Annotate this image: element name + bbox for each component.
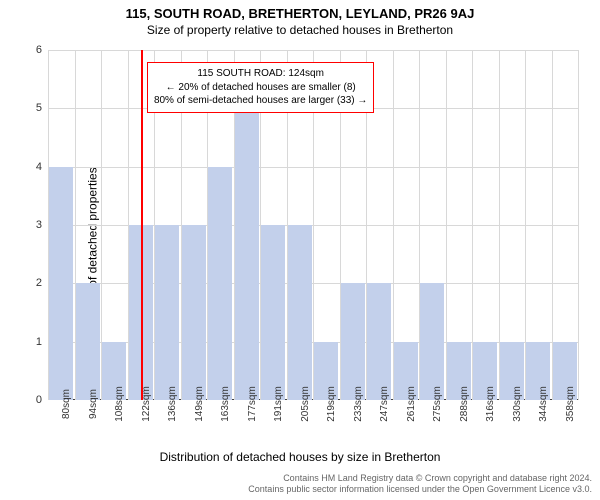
- x-tick-label: 275sqm: [432, 386, 443, 422]
- y-tick-label: 1: [36, 336, 42, 348]
- x-tick-label: 177sqm: [247, 386, 258, 422]
- x-tick-label: 316sqm: [485, 386, 496, 422]
- bar: [76, 283, 100, 400]
- footer-line-2: Contains public sector information licen…: [248, 484, 592, 496]
- chart-container: 115, SOUTH ROAD, BRETHERTON, LEYLAND, PR…: [0, 0, 600, 500]
- x-tick-label: 233sqm: [353, 386, 364, 422]
- x-tick-label: 163sqm: [220, 386, 231, 422]
- x-axis-label: Distribution of detached houses by size …: [160, 450, 441, 464]
- gridline-vertical: [578, 50, 579, 400]
- footer-line-1: Contains HM Land Registry data © Crown c…: [248, 473, 592, 485]
- bar: [208, 167, 232, 400]
- callout-line-3: 80% of semi-detached houses are larger (…: [154, 94, 367, 108]
- y-tick-label: 4: [36, 161, 42, 173]
- y-tick-label: 0: [36, 394, 42, 406]
- x-tick-label: 219sqm: [326, 386, 337, 422]
- bar: [155, 225, 179, 400]
- y-tick-label: 3: [36, 219, 42, 231]
- x-tick-label: 247sqm: [379, 386, 390, 422]
- x-tick-label: 191sqm: [273, 386, 284, 422]
- x-tick-label: 94sqm: [88, 389, 99, 419]
- bar: [420, 283, 444, 400]
- plot-area: 012345680sqm94sqm108sqm122sqm136sqm149sq…: [48, 50, 578, 400]
- page-subtitle: Size of property relative to detached ho…: [0, 21, 600, 37]
- bar: [235, 108, 259, 400]
- callout-line-1: 115 SOUTH ROAD: 124sqm: [154, 67, 367, 81]
- plot: 012345680sqm94sqm108sqm122sqm136sqm149sq…: [48, 50, 578, 400]
- x-tick-label: 358sqm: [565, 386, 576, 422]
- callout-line-2: ← 20% of detached houses are smaller (8): [154, 81, 367, 95]
- x-tick-label: 136sqm: [167, 386, 178, 422]
- bar: [367, 283, 391, 400]
- page-title: 115, SOUTH ROAD, BRETHERTON, LEYLAND, PR…: [0, 0, 600, 21]
- x-tick-label: 108sqm: [114, 386, 125, 422]
- x-tick-label: 261sqm: [406, 386, 417, 422]
- y-tick-label: 2: [36, 277, 42, 289]
- bar: [49, 167, 73, 400]
- x-tick-label: 288sqm: [459, 386, 470, 422]
- footer-attribution: Contains HM Land Registry data © Crown c…: [248, 473, 592, 496]
- x-tick-label: 149sqm: [194, 386, 205, 422]
- x-tick-label: 80sqm: [61, 389, 72, 419]
- x-tick-label: 344sqm: [538, 386, 549, 422]
- x-tick-label: 330sqm: [512, 386, 523, 422]
- callout-box: 115 SOUTH ROAD: 124sqm← 20% of detached …: [147, 62, 374, 113]
- bar: [341, 283, 365, 400]
- bar: [182, 225, 206, 400]
- x-tick-label: 205sqm: [300, 386, 311, 422]
- marker-line: [141, 50, 143, 400]
- bar: [261, 225, 285, 400]
- bar: [288, 225, 312, 400]
- y-tick-label: 5: [36, 102, 42, 114]
- y-tick-label: 6: [36, 44, 42, 56]
